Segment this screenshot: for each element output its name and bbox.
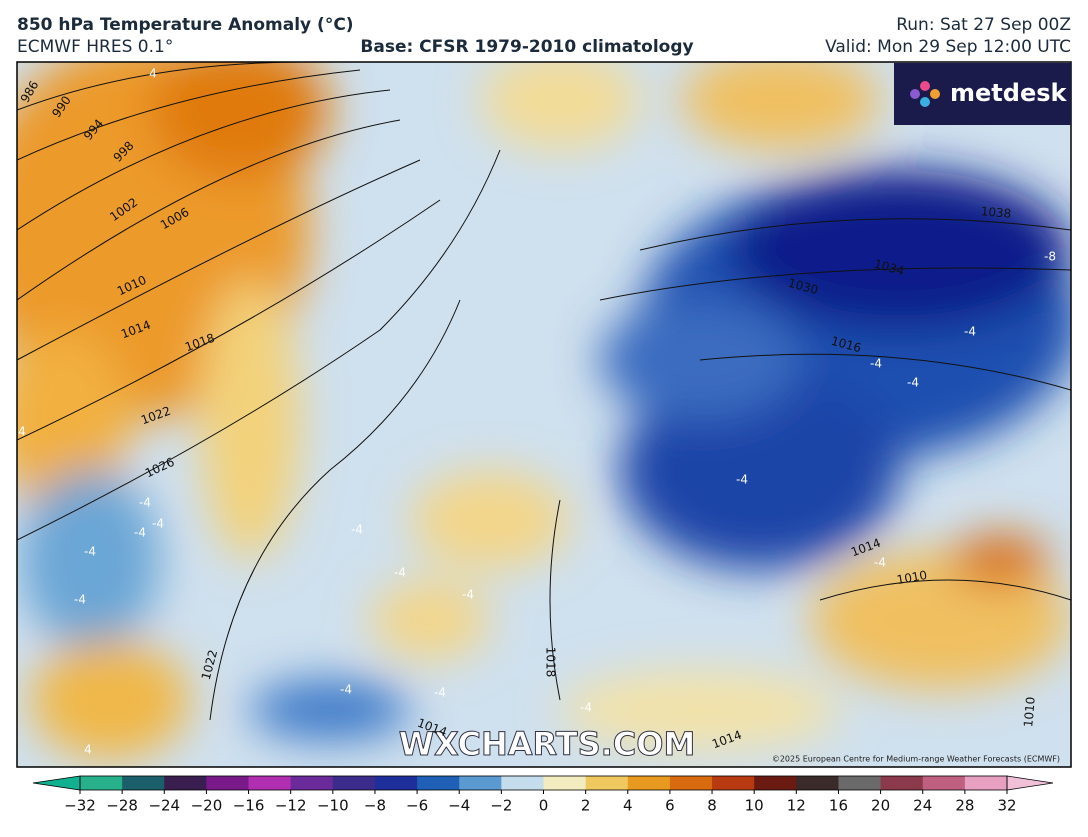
anomaly-label: -4 bbox=[152, 517, 164, 531]
colorbar-segment bbox=[543, 776, 587, 790]
colorbar-segment bbox=[164, 776, 207, 790]
colorbar-segment bbox=[290, 776, 334, 790]
valid: Valid: Mon 29 Sep 12:00 UTC bbox=[825, 37, 1071, 57]
colorbar-segment bbox=[796, 776, 839, 790]
isobar-label: 1018 bbox=[544, 647, 558, 678]
logo-box bbox=[894, 63, 1071, 125]
anomaly-label: -4 bbox=[907, 376, 919, 390]
anomaly-label: -4 bbox=[736, 473, 748, 487]
anomaly-label: -4 bbox=[134, 526, 146, 540]
colorbar-segment bbox=[880, 776, 924, 790]
anomaly-label: -4 bbox=[84, 545, 96, 559]
isobar-label: 1010 bbox=[896, 568, 929, 587]
isobar-label: 1010 bbox=[1021, 696, 1038, 728]
colorbar-tick-label: 24 bbox=[913, 797, 932, 815]
colorbar-tick-label: 4 bbox=[623, 797, 633, 815]
colorbar-segment bbox=[248, 776, 292, 790]
anomaly-label: -4 bbox=[394, 566, 406, 580]
colorbar-segment bbox=[122, 776, 165, 790]
colorbar-segment bbox=[501, 776, 544, 790]
colorbar-segment bbox=[922, 776, 966, 790]
colorbar-tick-label: 0 bbox=[539, 797, 549, 815]
colorbar-tick-label: 2 bbox=[581, 797, 591, 815]
colorbar: −32 −28 −24 −20 −16 −12 −10 −8 −6 −4 −2 0 2 4 6 8 10 12 16… bbox=[32, 775, 1054, 815]
colorbar-segment bbox=[417, 776, 460, 790]
base: Base: CFSR 1979-2010 climatology bbox=[360, 37, 693, 57]
anomaly-label: -4 bbox=[139, 496, 151, 510]
colorbar-segment bbox=[80, 776, 123, 790]
anomaly-label: -4 bbox=[964, 325, 976, 339]
colorbar-tick-label: 10 bbox=[745, 797, 764, 815]
copyright: ©2025 European Centre for Medium-range W… bbox=[772, 755, 1060, 764]
colorbar-tick-label: −32 bbox=[64, 797, 96, 815]
anomaly-label: -4 bbox=[74, 593, 86, 607]
colorbar-tick-label: 28 bbox=[955, 797, 974, 815]
logo: metdesk bbox=[950, 79, 1068, 107]
colorbar-segment bbox=[754, 776, 797, 790]
anomaly-label: -4 bbox=[870, 357, 882, 371]
map-frame bbox=[16, 61, 1072, 768]
colorbar-segment bbox=[332, 776, 376, 790]
colorbar-tick-label: 32 bbox=[997, 797, 1016, 815]
colorbar-tick-label: −10 bbox=[317, 797, 349, 815]
watermark: WXCHARTS.COM bbox=[399, 725, 696, 763]
model: ECMWF HRES 0.1° bbox=[17, 37, 173, 57]
anomaly-label: -4 bbox=[874, 556, 886, 570]
colorbar-segment bbox=[627, 776, 671, 790]
colorbar-tick-label: 8 bbox=[707, 797, 717, 815]
anomaly-label: 4 bbox=[149, 67, 157, 81]
anomaly-label: -4 bbox=[351, 523, 363, 537]
map bbox=[17, 62, 1071, 767]
isobar-label: 1038 bbox=[980, 204, 1012, 221]
colorbar-tick-label: 6 bbox=[665, 797, 675, 815]
colorbar-segment bbox=[838, 776, 882, 790]
anomaly-label: 4 bbox=[18, 425, 26, 439]
colorbar-segment bbox=[585, 776, 629, 790]
title: 850 hPa Temperature Anomaly (°C) bbox=[17, 15, 354, 35]
colorbar-tick-label: −2 bbox=[490, 797, 512, 815]
colorbar-tick-label: 20 bbox=[871, 797, 890, 815]
colorbar-tick-label: −20 bbox=[191, 797, 223, 815]
isobars bbox=[17, 62, 1071, 721]
colorbar-segment bbox=[964, 776, 1008, 790]
anomaly-field bbox=[17, 62, 1071, 760]
anomaly-label: 4 bbox=[84, 743, 92, 757]
colorbar-tick-label: −12 bbox=[275, 797, 307, 815]
logo-icon bbox=[910, 81, 940, 107]
colorbar-segment bbox=[712, 776, 755, 790]
colorbar-tick-label: −8 bbox=[364, 797, 386, 815]
colorbar-segment bbox=[206, 776, 250, 790]
colorbar-low bbox=[32, 775, 81, 791]
colorbar-high bbox=[1006, 775, 1054, 791]
colorbar-tick-label: −4 bbox=[448, 797, 470, 815]
run: Run: Sat 27 Sep 00Z bbox=[896, 15, 1071, 35]
anomaly-label: -4 bbox=[340, 683, 352, 697]
anomaly-label: -4 bbox=[580, 701, 592, 715]
colorbar-tick-label: −28 bbox=[106, 797, 138, 815]
colorbar-tick-label: −24 bbox=[148, 797, 180, 815]
colorbar-tick-label: 12 bbox=[787, 797, 806, 815]
anomaly-label: -8 bbox=[1044, 250, 1056, 264]
colorbar-segment bbox=[374, 776, 418, 790]
colorbar-tick-label: −16 bbox=[233, 797, 265, 815]
colorbar-tick-label: −6 bbox=[406, 797, 428, 815]
colorbar-tick-label: 16 bbox=[829, 797, 848, 815]
colorbar-segment bbox=[459, 776, 502, 790]
colorbar-segment bbox=[669, 776, 713, 790]
anomaly-label: -4 bbox=[462, 588, 474, 602]
anomaly-label: -4 bbox=[434, 686, 446, 700]
